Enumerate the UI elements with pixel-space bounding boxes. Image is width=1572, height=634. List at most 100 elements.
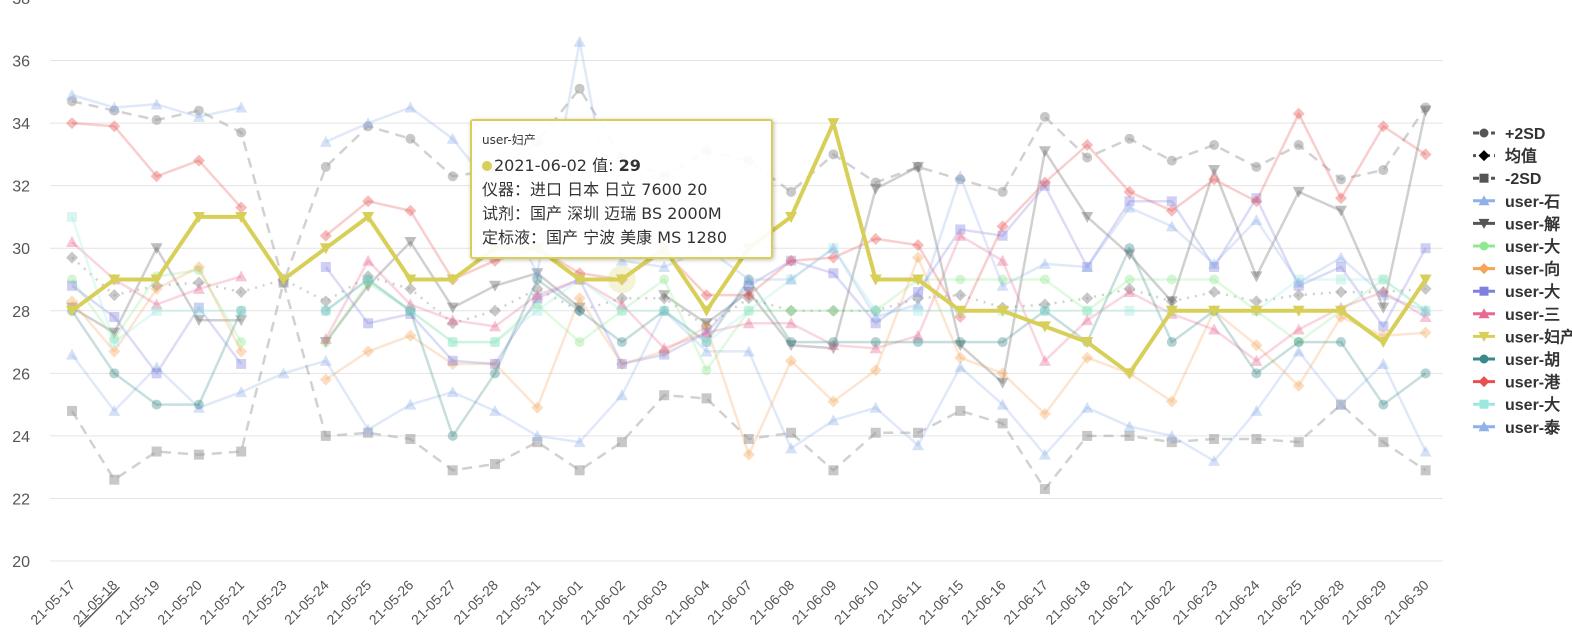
data-point[interactable] bbox=[1081, 139, 1094, 152]
data-point[interactable] bbox=[786, 337, 797, 348]
data-point[interactable] bbox=[742, 345, 755, 357]
legend-item[interactable]: -2SD bbox=[1473, 171, 1541, 188]
data-point[interactable] bbox=[490, 368, 500, 379]
data-point[interactable] bbox=[658, 292, 671, 305]
data-point[interactable] bbox=[996, 305, 1009, 317]
data-point[interactable] bbox=[405, 305, 416, 316]
data-point[interactable] bbox=[235, 211, 248, 223]
data-point[interactable] bbox=[742, 289, 755, 302]
data-point[interactable] bbox=[1335, 398, 1347, 410]
data-point[interactable] bbox=[997, 274, 1008, 285]
data-point[interactable] bbox=[658, 342, 671, 354]
data-point[interactable] bbox=[1335, 286, 1347, 299]
data-point[interactable] bbox=[532, 437, 543, 448]
data-point[interactable] bbox=[870, 305, 881, 316]
data-point[interactable] bbox=[659, 349, 670, 360]
data-point[interactable] bbox=[1250, 354, 1263, 366]
data-point[interactable] bbox=[1038, 298, 1051, 311]
data-point[interactable] bbox=[616, 437, 627, 448]
data-point[interactable] bbox=[1336, 274, 1346, 285]
data-point[interactable] bbox=[785, 340, 798, 352]
data-point[interactable] bbox=[913, 337, 923, 348]
data-point[interactable] bbox=[150, 170, 163, 183]
data-point[interactable] bbox=[1377, 120, 1390, 133]
data-point[interactable] bbox=[954, 311, 967, 324]
data-point[interactable] bbox=[574, 337, 585, 348]
data-point[interactable] bbox=[236, 127, 247, 138]
data-point[interactable] bbox=[1038, 321, 1051, 333]
data-point[interactable] bbox=[700, 305, 713, 317]
data-point[interactable] bbox=[616, 305, 627, 316]
data-point[interactable] bbox=[108, 345, 121, 358]
legend-item[interactable]: user-大 bbox=[1473, 237, 1560, 256]
data-point[interactable] bbox=[1039, 305, 1050, 316]
data-point[interactable] bbox=[236, 305, 247, 316]
data-point[interactable] bbox=[1208, 305, 1221, 317]
data-point[interactable] bbox=[1038, 257, 1051, 269]
data-point[interactable] bbox=[405, 308, 416, 319]
data-point[interactable] bbox=[1039, 484, 1050, 495]
data-point[interactable] bbox=[1419, 311, 1432, 323]
data-point[interactable] bbox=[447, 171, 458, 182]
data-point[interactable] bbox=[446, 314, 459, 326]
data-point[interactable] bbox=[1292, 305, 1305, 317]
data-point[interactable] bbox=[236, 337, 247, 348]
data-point[interactable] bbox=[743, 305, 754, 316]
data-point[interactable] bbox=[447, 430, 458, 441]
data-point[interactable] bbox=[531, 268, 544, 280]
data-point[interactable] bbox=[827, 118, 840, 130]
data-point[interactable] bbox=[616, 305, 627, 316]
data-point[interactable] bbox=[108, 101, 121, 113]
data-point[interactable] bbox=[319, 243, 332, 255]
data-point[interactable] bbox=[1293, 337, 1304, 348]
data-point[interactable] bbox=[912, 239, 924, 252]
data-point[interactable] bbox=[869, 183, 882, 195]
data-point[interactable] bbox=[1209, 140, 1220, 151]
data-point[interactable] bbox=[1081, 351, 1094, 364]
data-point[interactable] bbox=[870, 318, 881, 329]
data-point[interactable] bbox=[574, 465, 585, 476]
data-point[interactable] bbox=[659, 274, 670, 285]
data-point[interactable] bbox=[955, 224, 966, 235]
data-point[interactable] bbox=[446, 386, 459, 398]
data-point[interactable] bbox=[912, 439, 924, 451]
data-point[interactable] bbox=[616, 337, 627, 348]
data-point[interactable] bbox=[192, 211, 205, 223]
data-point[interactable] bbox=[1335, 251, 1347, 263]
data-point[interactable] bbox=[1420, 305, 1431, 316]
data-point[interactable] bbox=[912, 292, 924, 305]
data-point[interactable] bbox=[235, 270, 248, 282]
data-point[interactable] bbox=[67, 280, 77, 291]
data-point[interactable] bbox=[615, 274, 628, 286]
data-point[interactable] bbox=[870, 177, 881, 188]
data-point[interactable] bbox=[362, 280, 375, 292]
data-point[interactable] bbox=[996, 279, 1009, 291]
data-point[interactable] bbox=[701, 337, 712, 348]
data-point[interactable] bbox=[785, 354, 798, 367]
data-point[interactable] bbox=[319, 295, 332, 308]
data-point[interactable] bbox=[1081, 260, 1094, 272]
data-point[interactable] bbox=[828, 268, 839, 279]
legend-item[interactable]: user-妇产 bbox=[1473, 327, 1572, 346]
data-point[interactable] bbox=[1123, 282, 1136, 295]
data-point[interactable] bbox=[319, 135, 332, 147]
data-point[interactable] bbox=[912, 298, 924, 310]
data-point[interactable] bbox=[700, 326, 713, 338]
data-point[interactable] bbox=[1335, 192, 1347, 205]
data-point[interactable] bbox=[1208, 165, 1221, 177]
data-point[interactable] bbox=[1166, 274, 1177, 285]
data-point[interactable] bbox=[573, 35, 586, 47]
data-point[interactable] bbox=[109, 105, 120, 116]
data-point[interactable] bbox=[659, 390, 670, 401]
data-point[interactable] bbox=[363, 121, 374, 132]
data-point[interactable] bbox=[1039, 274, 1050, 285]
data-point[interactable] bbox=[1420, 102, 1431, 113]
data-point[interactable] bbox=[1124, 305, 1135, 316]
data-point[interactable] bbox=[1250, 305, 1263, 317]
data-point[interactable] bbox=[954, 340, 967, 352]
data-point[interactable] bbox=[1166, 155, 1177, 166]
legend-item[interactable]: user-胡 bbox=[1473, 350, 1560, 369]
data-point[interactable] bbox=[786, 255, 797, 266]
data-point[interactable] bbox=[1039, 180, 1050, 191]
data-point[interactable] bbox=[447, 337, 458, 348]
